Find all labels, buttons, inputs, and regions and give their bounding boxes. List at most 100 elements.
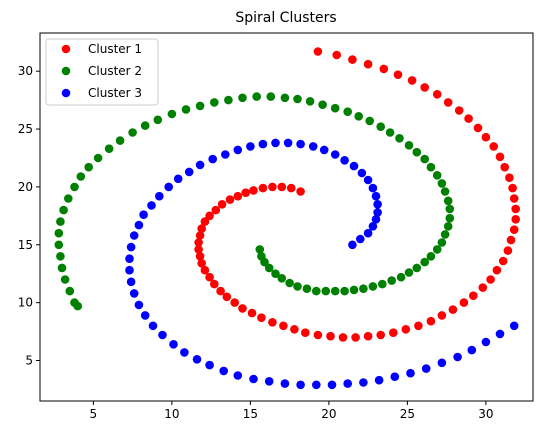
data-point: [379, 64, 389, 74]
axes: 5 10 15 20 25 30 5 10 15 20 25 30: [18, 32, 534, 421]
data-point: [508, 183, 517, 193]
data-point: [437, 311, 447, 320]
data-point: [378, 279, 387, 289]
data-point: [349, 285, 359, 295]
data-point: [404, 141, 414, 150]
data-point: [76, 172, 86, 181]
data-point: [340, 156, 349, 165]
data-point: [139, 210, 148, 219]
x-tick-label: 15: [243, 407, 258, 421]
data-point: [216, 286, 225, 296]
data-point: [406, 368, 415, 378]
data-point: [326, 331, 335, 341]
data-point: [420, 83, 430, 92]
data-point: [495, 152, 505, 162]
legend-box: [45, 38, 159, 106]
data-point: [195, 251, 205, 261]
data-point: [104, 144, 114, 153]
data-point: [389, 328, 398, 338]
data-point: [506, 235, 516, 245]
y-tick-label: 10: [18, 296, 33, 310]
data-point: [217, 200, 227, 209]
data-point: [56, 251, 65, 261]
data-point: [330, 103, 340, 113]
data-point: [200, 265, 210, 275]
data-point: [356, 234, 365, 244]
y-tick-label: 30: [18, 64, 33, 78]
data-point: [302, 284, 312, 294]
data-point: [167, 109, 177, 119]
data-point: [280, 93, 290, 103]
data-point: [210, 279, 219, 289]
data-point: [258, 139, 268, 149]
data-point: [195, 160, 205, 170]
data-point: [70, 182, 79, 192]
legend: Cluster 1 Cluster 2 Cluster 3: [45, 38, 159, 106]
data-point: [481, 132, 491, 142]
data-point: [489, 142, 499, 151]
legend-label: Cluster 3: [88, 86, 142, 100]
data-point: [312, 380, 321, 390]
data-point: [368, 282, 378, 291]
data-point: [312, 286, 321, 296]
data-point: [56, 217, 65, 226]
data-point: [348, 240, 357, 250]
data-point: [129, 231, 139, 240]
data-point: [313, 330, 323, 340]
y-tick-label: 5: [25, 353, 33, 367]
x-tick-label: 10: [164, 407, 179, 421]
data-point: [363, 59, 373, 69]
x-tick-label: 25: [400, 407, 415, 421]
data-point: [338, 333, 348, 342]
data-point: [359, 284, 368, 294]
data-point: [296, 380, 305, 390]
data-point: [158, 330, 167, 340]
data-point: [420, 154, 430, 164]
data-point: [373, 208, 382, 217]
data-point: [283, 138, 293, 148]
data-point: [277, 274, 287, 283]
data-point: [348, 55, 357, 64]
y-tick-label: 20: [18, 180, 33, 194]
data-point: [238, 304, 247, 313]
data-point: [221, 150, 230, 159]
data-point: [180, 348, 189, 357]
legend-marker: [61, 44, 71, 54]
data-point: [205, 272, 214, 282]
data-point: [426, 316, 436, 326]
data-point: [184, 167, 194, 177]
data-point: [59, 205, 68, 215]
data-point: [225, 195, 235, 204]
data-point: [426, 251, 436, 261]
data-point: [420, 257, 430, 267]
data-point: [205, 211, 214, 221]
data-point: [280, 379, 290, 388]
data-point: [140, 311, 150, 320]
data-point: [258, 183, 268, 193]
data-point: [443, 98, 453, 107]
data-point: [414, 321, 423, 331]
data-point: [293, 282, 302, 291]
data-point: [390, 372, 400, 382]
data-point: [305, 97, 315, 106]
data-point: [509, 225, 519, 234]
data-point: [376, 122, 386, 131]
data-point: [93, 153, 103, 163]
data-point: [285, 278, 294, 288]
data-point: [268, 182, 277, 192]
data-point: [64, 194, 73, 203]
data-point: [249, 186, 258, 195]
data-point: [115, 136, 125, 145]
data-point: [194, 245, 203, 254]
data-point: [134, 300, 144, 310]
data-point: [260, 257, 269, 267]
data-point: [340, 286, 349, 296]
data-point: [376, 330, 386, 340]
data-point: [509, 321, 519, 331]
series-2: [54, 92, 455, 311]
data-point: [54, 228, 64, 238]
data-point: [205, 360, 214, 370]
data-point: [140, 121, 150, 130]
legend-label: Cluster 1: [88, 42, 142, 56]
